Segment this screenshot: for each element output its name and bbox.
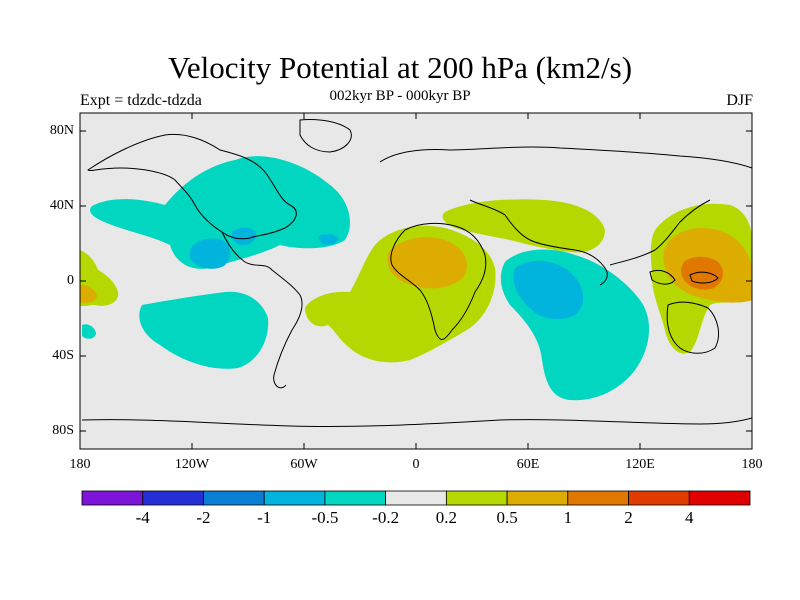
lon-ticks: [191, 113, 641, 449]
colorbar-swatch: [324, 490, 387, 506]
colorbar-swatch: [506, 490, 569, 506]
lat-label-80n: 80N: [49, 123, 74, 138]
lon-label-60w: 60W: [290, 457, 318, 472]
lon-label-180-east: 180: [741, 457, 763, 472]
lat-ticks: [80, 130, 752, 432]
colorbar-label: -0.5: [311, 508, 339, 527]
colorbar-label: 2: [624, 508, 633, 527]
lon-label-180-west: 180: [69, 457, 91, 472]
colorbar-swatch: [81, 490, 144, 506]
lat-label-equator: 0: [67, 273, 74, 288]
lon-label-120w: 120W: [174, 457, 210, 472]
colorbar-swatch: [445, 490, 508, 506]
colorbar-label: 0.2: [435, 508, 457, 527]
experiment-label: Expt = tdzdc-tdzda: [80, 92, 202, 109]
lon-label-0: 0: [412, 457, 420, 472]
colorbar-swatch: [628, 490, 690, 506]
lon-label-120e: 120E: [625, 457, 655, 472]
contour-negative-pacific-small: [82, 324, 96, 339]
colorbar-label: -0.2: [372, 508, 400, 527]
contour-strong-negative-central-america: [190, 238, 231, 269]
colorbar-swatch: [142, 490, 204, 506]
colorbar-swatch: [203, 490, 265, 506]
contour-negative-americas: [90, 156, 350, 269]
season-label: DJF: [726, 92, 753, 109]
colorbar-label: -4: [135, 508, 150, 527]
contour-strong-positive-dateline: [80, 284, 97, 303]
contour-negative-south-pacific: [139, 291, 269, 369]
chart-title: Velocity Potential at 200 hPa (km2/s): [167, 50, 633, 85]
contour-strong-negative-indian: [513, 260, 584, 320]
lon-label-60e: 60E: [516, 457, 540, 472]
lat-label-80s: 80S: [52, 423, 74, 438]
lat-label-40n: 40N: [49, 198, 74, 213]
contour-strong-negative-atlantic: [318, 234, 338, 245]
chart-subtitle: 002kyr BP - 000kyr BP: [329, 88, 471, 104]
contour-positive-arabia: [442, 199, 605, 253]
coastlines: [81, 119, 752, 428]
colorbar-label: 1: [563, 508, 573, 527]
colorbar-label: 0.5: [496, 508, 518, 527]
colorbar-label: 4: [685, 508, 694, 527]
colorbar-swatch: [567, 490, 629, 506]
colorbar-label: -1: [257, 508, 272, 527]
colorbar-swatch: [688, 490, 751, 506]
contour-strong-positive-africa: [387, 237, 467, 289]
colorbar: [81, 490, 751, 506]
contour-fields: [80, 119, 752, 428]
colorbar-swatch: [263, 490, 326, 506]
lat-label-40s: 40S: [52, 348, 74, 363]
colorbar-swatch: [385, 490, 447, 506]
colorbar-label: -2: [196, 508, 211, 527]
contour-strong-negative-gulf: [231, 227, 257, 246]
